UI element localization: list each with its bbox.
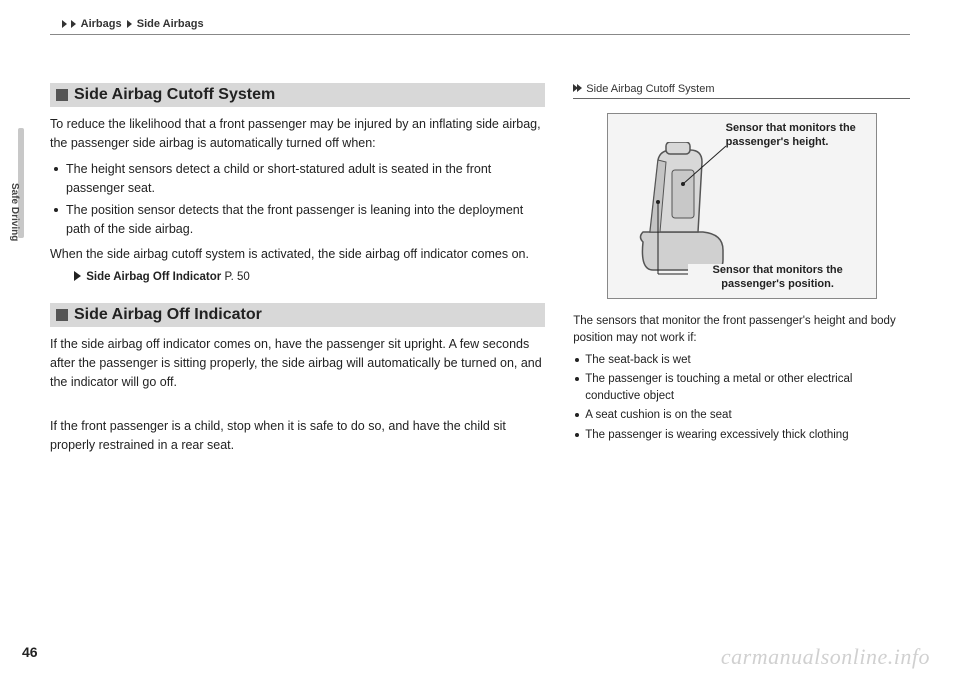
sidebar-intro: The sensors that monitor the front passe… [573, 313, 910, 348]
cross-reference: Side Airbag Off Indicator P. 50 [74, 271, 545, 283]
top-divider [50, 34, 910, 35]
breadcrumb: Airbags Side Airbags [60, 18, 910, 30]
chevron-right-icon [71, 20, 76, 28]
sidebar-header: Side Airbag Cutoff System [573, 83, 910, 99]
breadcrumb-level-2: Side Airbags [137, 18, 204, 30]
breadcrumb-level-1: Airbags [81, 18, 122, 30]
section2-para2: If the front passenger is a child, stop … [50, 417, 545, 456]
chevron-right-icon [62, 20, 67, 28]
sidebar-title: Side Airbag Cutoff System [586, 83, 714, 95]
main-column: Side Airbag Cutoff System To reduce the … [50, 83, 545, 462]
xref-page: P. 50 [224, 271, 249, 283]
list-item: The height sensors detect a child or sho… [54, 160, 545, 199]
list-item: A seat cushion is on the seat [575, 407, 910, 424]
list-item: The passenger is touching a metal or oth… [575, 371, 910, 406]
sidebar-column: Side Airbag Cutoff System [573, 83, 910, 462]
square-bullet-icon [56, 309, 68, 321]
chapter-tab-label: Safe Driving [9, 183, 20, 241]
chevron-right-icon [127, 20, 132, 28]
double-chevron-icon [573, 83, 581, 95]
section2-para1: If the side airbag off indicator comes o… [50, 335, 545, 393]
page-number: 46 [22, 644, 38, 660]
section1-bullets: The height sensors detect a child or sho… [50, 160, 545, 240]
xref-label: Side Airbag Off Indicator [86, 271, 221, 283]
section-header-indicator: Side Airbag Off Indicator [50, 303, 545, 327]
manual-page: Airbags Side Airbags Safe Driving Side A… [0, 0, 960, 678]
list-item: The position sensor detects that the fro… [54, 201, 545, 240]
list-item: The seat-back is wet [575, 352, 910, 369]
square-bullet-icon [56, 89, 68, 101]
section-title: Side Airbag Cutoff System [74, 86, 275, 104]
chapter-tab: Safe Driving [18, 128, 40, 238]
section-header-cutoff: Side Airbag Cutoff System [50, 83, 545, 107]
section1-after: When the side airbag cutoff system is ac… [50, 245, 545, 264]
seat-sensor-diagram: Sensor that monitors the passenger's hei… [607, 113, 877, 299]
list-item: The passenger is wearing excessively thi… [575, 427, 910, 444]
section-title: Side Airbag Off Indicator [74, 306, 262, 324]
watermark: carmanualsonline.info [721, 644, 930, 670]
sidebar-bullets: The seat-back is wet The passenger is to… [573, 352, 910, 444]
section1-intro: To reduce the likelihood that a front pa… [50, 115, 545, 154]
xref-arrow-icon [74, 271, 81, 281]
callout-height-sensor: Sensor that monitors the passenger's hei… [726, 122, 866, 150]
callout-position-sensor: Sensor that monitors the passenger's pos… [688, 264, 868, 292]
